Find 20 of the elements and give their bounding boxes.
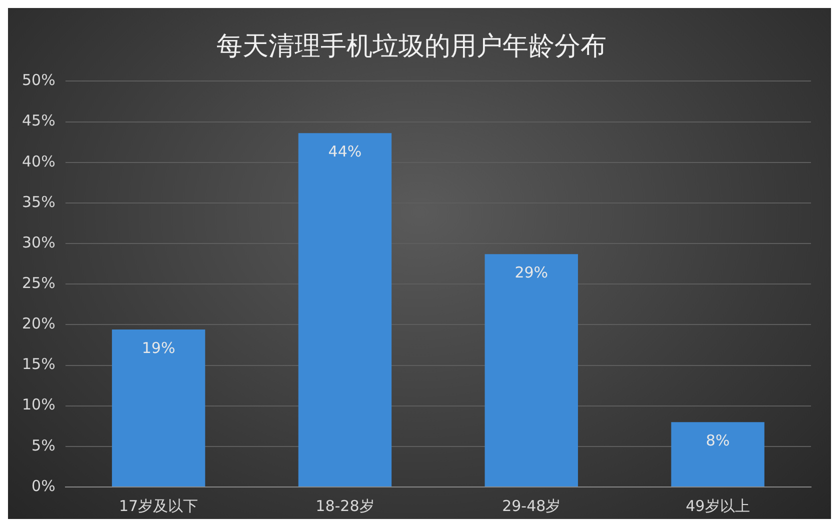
data-label: 29% [514, 263, 548, 282]
y-tick-label: 40% [22, 152, 56, 170]
y-tick-label: 5% [32, 436, 56, 454]
y-tick-label: 10% [22, 396, 56, 414]
data-label: 44% [328, 142, 362, 161]
data-label: 19% [142, 338, 176, 357]
y-tick-label: 20% [22, 314, 56, 333]
y-tick-label: 25% [22, 274, 56, 292]
y-tick-label: 50% [22, 71, 56, 90]
x-tick-label: 29-48岁 [502, 496, 561, 515]
x-tick-label: 49岁以上 [686, 496, 750, 515]
y-tick-label: 45% [22, 112, 56, 130]
y-tick-label: 15% [22, 355, 56, 374]
y-tick-label: 0% [32, 476, 56, 495]
y-tick-label: 30% [22, 233, 56, 252]
chart-title: 每天清理手机垃圾的用户年龄分布 [216, 31, 606, 62]
data-label: 8% [706, 431, 730, 450]
y-tick-label: 35% [22, 192, 56, 211]
x-tick-label: 18-28岁 [316, 496, 374, 515]
x-tick-label: 17岁及以下 [119, 496, 198, 515]
